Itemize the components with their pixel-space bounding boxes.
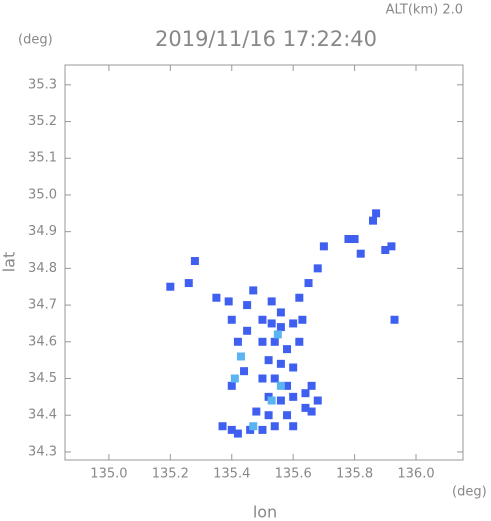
y-tick-label: 34.7 bbox=[28, 298, 57, 313]
y-tick-label: 34.9 bbox=[28, 224, 57, 239]
echo-cell bbox=[301, 389, 310, 398]
echo-cell bbox=[252, 407, 261, 416]
echo-cell bbox=[276, 381, 285, 390]
echo-cell bbox=[289, 319, 298, 328]
altitude-label: ALT(km) 2.0 bbox=[386, 3, 463, 18]
echo-cell bbox=[276, 359, 285, 368]
x-tick-label: 135.8 bbox=[336, 467, 373, 482]
x-axis-label: lon bbox=[253, 503, 277, 521]
echo-cell bbox=[243, 326, 252, 335]
echo-cell bbox=[295, 293, 304, 302]
echo-cell bbox=[270, 337, 279, 346]
echo-cell bbox=[224, 297, 233, 306]
echo-cell bbox=[190, 257, 199, 266]
y-tick-label: 34.6 bbox=[28, 334, 57, 349]
echo-cell bbox=[369, 216, 378, 225]
echo-cell bbox=[344, 235, 353, 244]
y-tick-label: 34.4 bbox=[28, 408, 57, 423]
x-tick-label: 135.2 bbox=[152, 467, 189, 482]
echo-cell bbox=[387, 242, 396, 251]
echo-cell bbox=[313, 264, 322, 273]
echo-cell bbox=[319, 242, 328, 251]
echo-cell bbox=[372, 209, 381, 218]
echo-cell bbox=[276, 308, 285, 317]
echo-cell bbox=[304, 279, 313, 288]
echo-cell bbox=[233, 429, 242, 438]
echo-cell bbox=[276, 396, 285, 405]
echo-cell bbox=[270, 374, 279, 383]
y-tick-label: 34.5 bbox=[28, 371, 57, 386]
x-tick-label: 135.0 bbox=[90, 467, 127, 482]
echo-cell bbox=[289, 363, 298, 372]
echo-cell bbox=[356, 249, 365, 258]
echo-cell bbox=[230, 374, 239, 383]
chart-title: 2019/11/16 17:22:40 bbox=[155, 27, 377, 51]
echo-cell bbox=[283, 411, 292, 420]
echo-cell bbox=[267, 297, 276, 306]
echo-cell bbox=[313, 396, 322, 405]
echo-cell bbox=[267, 319, 276, 328]
y-tick-label: 35.3 bbox=[28, 77, 57, 92]
echo-cell bbox=[295, 337, 304, 346]
echo-cell bbox=[227, 425, 236, 434]
echo-cell bbox=[240, 367, 249, 376]
echo-cell bbox=[301, 403, 310, 412]
y-tick-label: 34.3 bbox=[28, 444, 57, 459]
echo-cell bbox=[307, 381, 316, 390]
echo-cell bbox=[390, 315, 399, 324]
echo-cell bbox=[283, 381, 292, 390]
echo-cell bbox=[233, 337, 242, 346]
y-tick-label: 35.0 bbox=[28, 187, 57, 202]
echo-cell bbox=[350, 235, 359, 244]
echo-cell bbox=[270, 422, 279, 431]
echo-cell bbox=[264, 356, 273, 365]
echo-cell bbox=[184, 279, 193, 288]
echo-cell bbox=[249, 422, 258, 431]
echo-cell bbox=[289, 422, 298, 431]
x-tick-label: 136.0 bbox=[397, 467, 434, 482]
y-unit: (deg) bbox=[18, 33, 53, 48]
echo-cell bbox=[236, 352, 245, 361]
x-unit: (deg) bbox=[452, 485, 487, 500]
echo-cell bbox=[381, 246, 390, 255]
echo-cell bbox=[218, 422, 227, 431]
y-axis-label: lat bbox=[0, 252, 19, 273]
echo-cell bbox=[298, 315, 307, 324]
plot-frame bbox=[64, 64, 464, 461]
echo-cell bbox=[258, 315, 267, 324]
echo-cell bbox=[307, 407, 316, 416]
x-tick-label: 135.6 bbox=[275, 467, 312, 482]
echo-cell bbox=[267, 396, 276, 405]
echo-cell bbox=[166, 282, 175, 291]
echo-cell bbox=[289, 392, 298, 401]
echo-cell bbox=[258, 337, 267, 346]
y-tick-label: 35.2 bbox=[28, 114, 57, 129]
echo-cell bbox=[258, 374, 267, 383]
echo-cell bbox=[258, 425, 267, 434]
echo-cell bbox=[243, 301, 252, 310]
echo-cell bbox=[249, 286, 258, 295]
echo-cell bbox=[264, 411, 273, 420]
echo-cell bbox=[283, 345, 292, 354]
echo-cell bbox=[273, 330, 282, 339]
echo-cell bbox=[227, 315, 236, 324]
echo-cell bbox=[227, 381, 236, 390]
y-tick-label: 35.1 bbox=[28, 151, 57, 166]
echo-cell bbox=[212, 293, 221, 302]
echo-cell bbox=[276, 323, 285, 332]
y-tick-label: 34.8 bbox=[28, 261, 57, 276]
x-tick-label: 135.4 bbox=[213, 467, 250, 482]
